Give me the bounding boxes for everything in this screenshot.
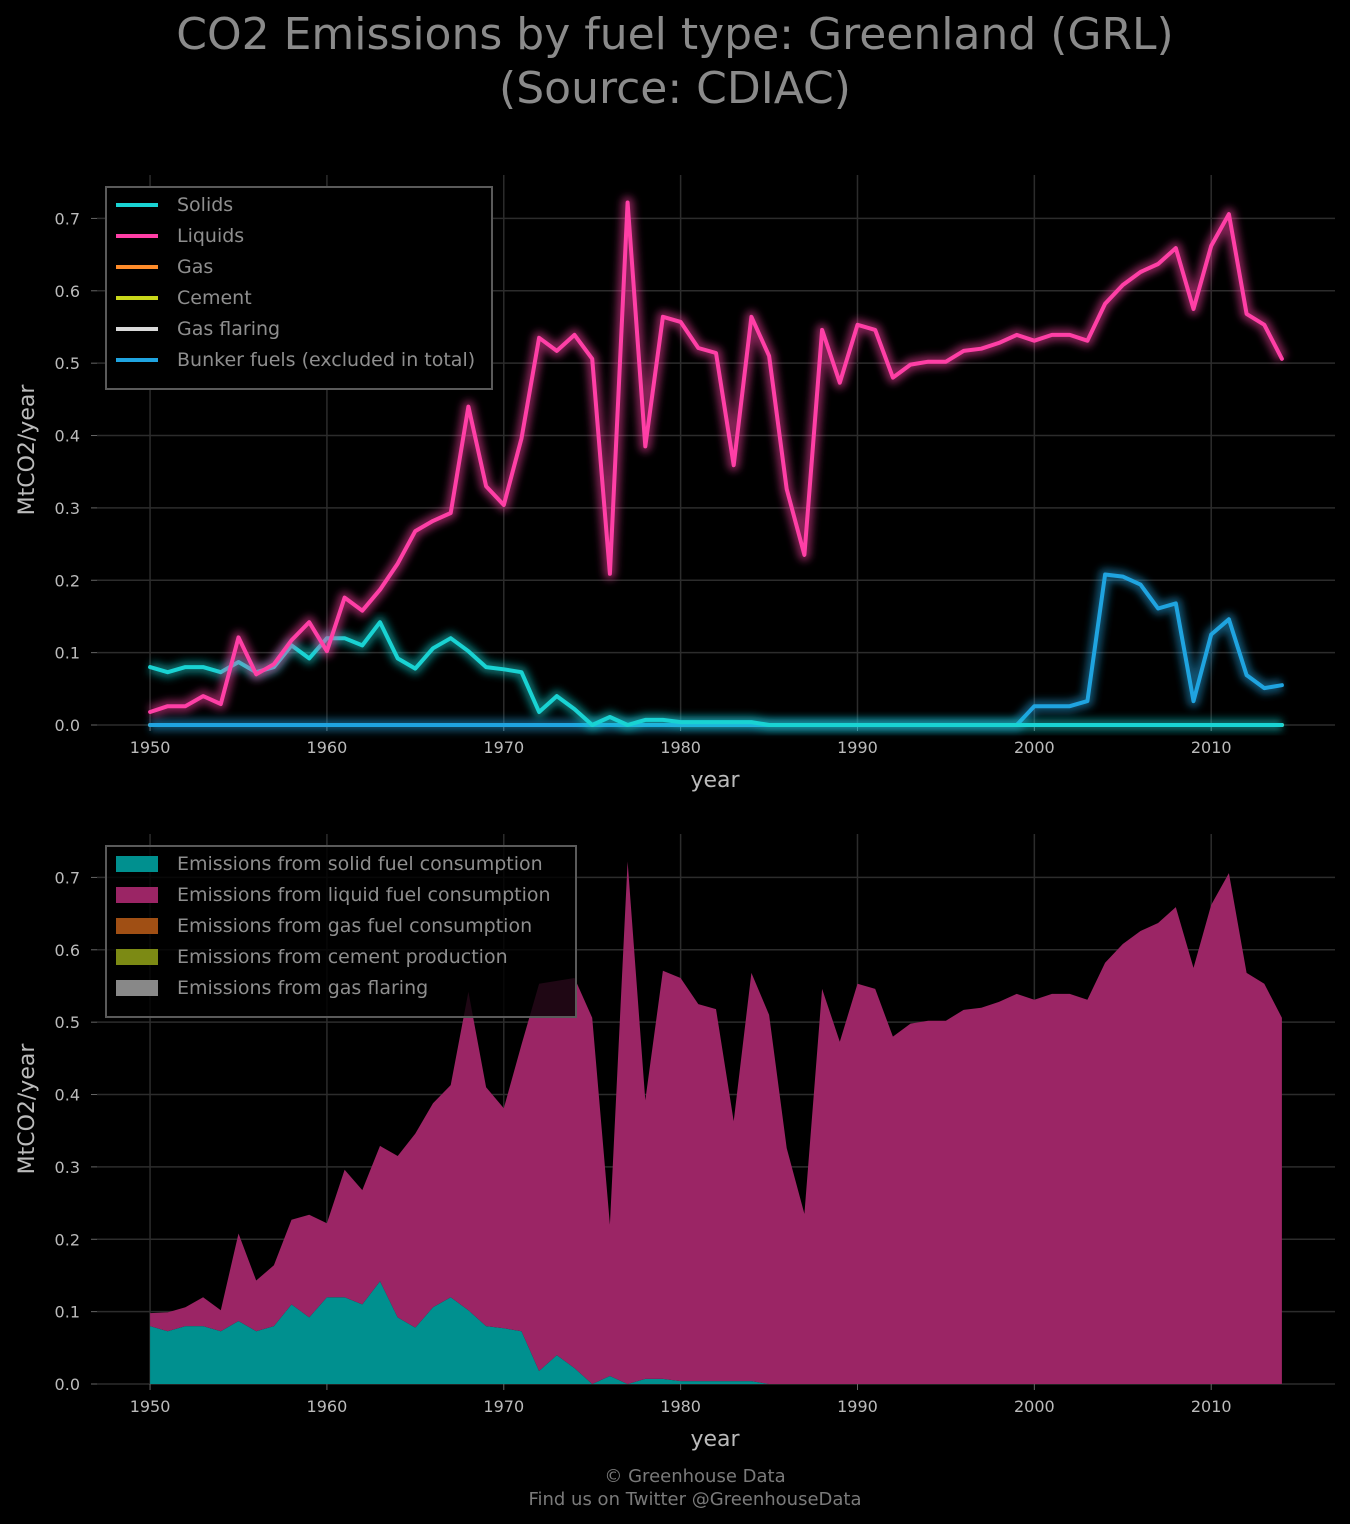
legend-label-flaring: Gas flaring: [177, 318, 280, 340]
series-line-solids: [148, 620, 1284, 727]
y-tick-label: 0.3: [55, 1158, 80, 1177]
series-line-liquids: [148, 200, 1284, 714]
x-tick-label: 1970: [483, 1397, 524, 1416]
y-tick-label: 0.7: [55, 868, 80, 887]
legend-label-liquids_fill: Emissions from liquid fuel consumption: [177, 884, 551, 906]
legend: Solids Liquids Gas Cement Gas flaring Bunker …: [105, 186, 493, 390]
y-tick-label: 0.1: [55, 1303, 80, 1322]
legend-swatch-liquids_fill: [116, 887, 158, 903]
x-tick-label: 1990: [837, 738, 878, 757]
y-tick-label: 0.4: [55, 1086, 80, 1105]
area-liquids_fill: [150, 861, 1282, 1384]
footer-copyright: © Greenhouse Data: [604, 1466, 786, 1487]
legend-label-gas_fill: Emissions from gas fuel consumption: [177, 915, 532, 937]
x-tick-label: 1960: [307, 738, 348, 757]
legend-label-cement: Cement: [177, 287, 252, 309]
legend-swatch-cement_fill: [116, 949, 158, 965]
x-tick-label: 1960: [307, 1397, 348, 1416]
legend: Emissions from solid fuel consumption Emi…: [105, 845, 577, 1018]
x-tick-label: 1970: [483, 738, 524, 757]
legend-label-solids_fill: Emissions from solid fuel consumption: [177, 853, 543, 875]
y-tick-label: 0.3: [55, 499, 80, 518]
legend-swatch-flaring_fill: [116, 980, 158, 996]
chart-title-line1: CO2 Emissions by fuel type: Greenland (G…: [176, 9, 1174, 60]
y-tick-label: 0.4: [55, 427, 80, 446]
y-tick-label: 0.7: [55, 209, 80, 228]
chart-title-line2: (Source: CDIAC): [499, 63, 851, 114]
x-tick-label: 1980: [660, 738, 701, 757]
x-tick-label: 1990: [837, 1397, 878, 1416]
legend-frame: [105, 845, 577, 1018]
x-tick-label: 2010: [1191, 738, 1232, 757]
y-tick-label: 0.2: [55, 571, 80, 590]
legend-label-cement_fill: Emissions from cement production: [177, 946, 508, 968]
x-tick-label: 2000: [1014, 1397, 1055, 1416]
y-tick-label: 0.0: [55, 716, 80, 735]
x-tick-label: 1980: [660, 1397, 701, 1416]
legend-label-gas: Gas: [177, 256, 213, 278]
y-tick-label: 0.2: [55, 1230, 80, 1249]
line-chart: 1950 1960 1970 1980 1990 2000 2010 0.0 0.1 0.2 0.3…: [15, 175, 1335, 793]
chart-title: CO2 Emissions by fuel type: Greenland (G…: [0, 8, 1350, 116]
legend-label-liquids: Liquids: [177, 225, 244, 247]
y-tick-label: 0.6: [55, 941, 80, 960]
footer-twitter: Find us on Twitter @GreenhouseData: [528, 1489, 862, 1510]
footer-credit: © Greenhouse Data Find us on Twitter @Gr…: [0, 1465, 1350, 1511]
legend-label-flaring_fill: Emissions from gas flaring: [177, 977, 428, 999]
legend-swatch-gas_fill: [116, 918, 158, 934]
y-tick-label: 0.6: [55, 282, 80, 301]
legend-label-bunker: Bunker fuels (excluded in total): [177, 349, 475, 371]
x-tick-label: 2010: [1191, 1397, 1232, 1416]
y-axis-label: MtCO2/year: [15, 1043, 40, 1175]
y-tick-label: 0.5: [55, 354, 80, 373]
y-axis-label: MtCO2/year: [15, 384, 40, 516]
legend-frame: [105, 186, 493, 390]
y-tick-label: 0.5: [55, 1013, 80, 1032]
y-tick-label: 0.0: [55, 1375, 80, 1394]
area-solids_fill: [150, 1281, 1282, 1384]
x-tick-label: 1950: [130, 738, 171, 757]
legend-swatch-solids_fill: [116, 856, 158, 872]
x-tick-label: 1950: [130, 1397, 171, 1416]
legend-label-solids: Solids: [177, 194, 233, 216]
x-axis-label: year: [690, 768, 740, 793]
x-tick-label: 2000: [1014, 738, 1055, 757]
stacked-area-chart: 1950 1960 1970 1980 1990 2000 2010 0.0 0.1 0.2 0.3…: [15, 834, 1335, 1452]
x-axis-label: year: [690, 1427, 740, 1452]
y-tick-label: 0.1: [55, 644, 80, 663]
